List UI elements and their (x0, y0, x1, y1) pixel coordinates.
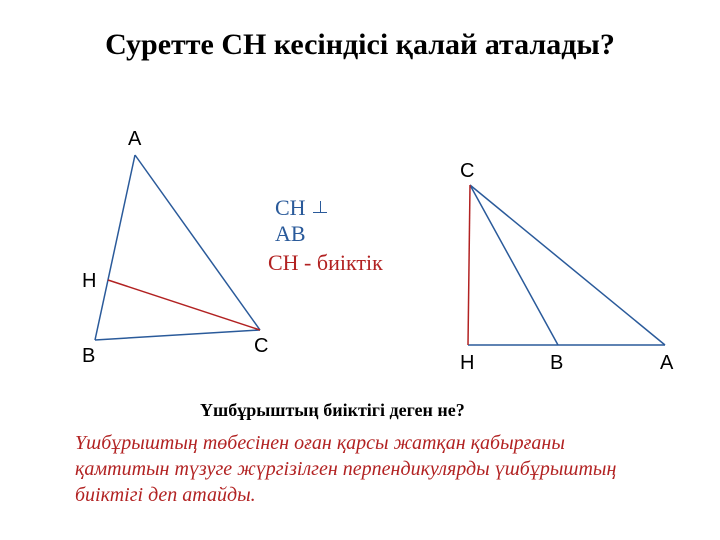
formula-line1: СН АВ (275, 195, 329, 247)
perpendicular-icon (313, 201, 327, 215)
tri2-label-b: B (550, 352, 563, 375)
tri2-label-c: C (460, 160, 474, 183)
question-text: Үшбұрыштың биіктігі деген не? (200, 400, 465, 421)
formula-ch: СН (275, 195, 306, 220)
tri2-label-h: H (460, 352, 474, 375)
definition-text: Үшбұрыштың төбесінен оған қарсы жатқан қ… (75, 430, 660, 508)
triangle-right (0, 0, 720, 400)
tri2-label-a: A (660, 352, 673, 375)
formula-ab: АВ (275, 221, 306, 246)
formula-altitude: СН - биіктік (268, 250, 383, 276)
